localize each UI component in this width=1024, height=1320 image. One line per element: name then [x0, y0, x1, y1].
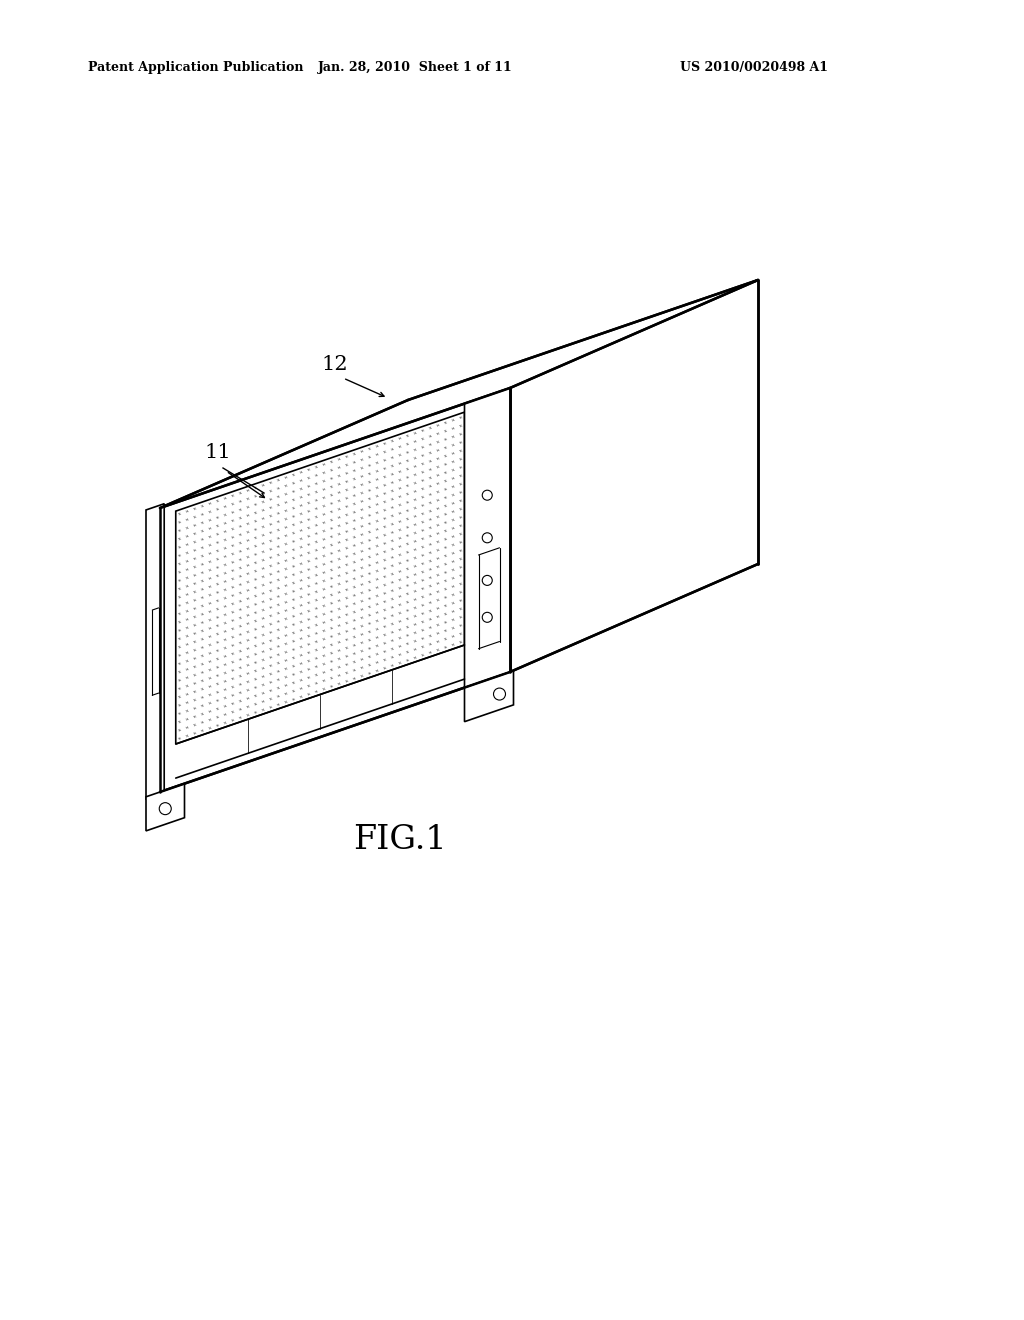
Polygon shape: [510, 280, 758, 672]
Text: 12: 12: [322, 355, 348, 375]
Polygon shape: [160, 280, 758, 508]
Circle shape: [482, 576, 493, 585]
Text: Jan. 28, 2010  Sheet 1 of 11: Jan. 28, 2010 Sheet 1 of 11: [317, 62, 512, 74]
Text: FIG.1: FIG.1: [353, 824, 446, 855]
Circle shape: [482, 490, 493, 500]
Circle shape: [482, 533, 493, 543]
Polygon shape: [176, 412, 465, 744]
Text: 11: 11: [205, 444, 231, 462]
Circle shape: [494, 688, 506, 700]
Circle shape: [482, 612, 493, 622]
Polygon shape: [146, 504, 164, 800]
Polygon shape: [160, 388, 510, 792]
Polygon shape: [465, 388, 510, 688]
Polygon shape: [146, 784, 184, 830]
Text: US 2010/0020498 A1: US 2010/0020498 A1: [680, 62, 828, 74]
Polygon shape: [465, 671, 513, 722]
Circle shape: [160, 803, 171, 814]
Text: Patent Application Publication: Patent Application Publication: [88, 62, 303, 74]
